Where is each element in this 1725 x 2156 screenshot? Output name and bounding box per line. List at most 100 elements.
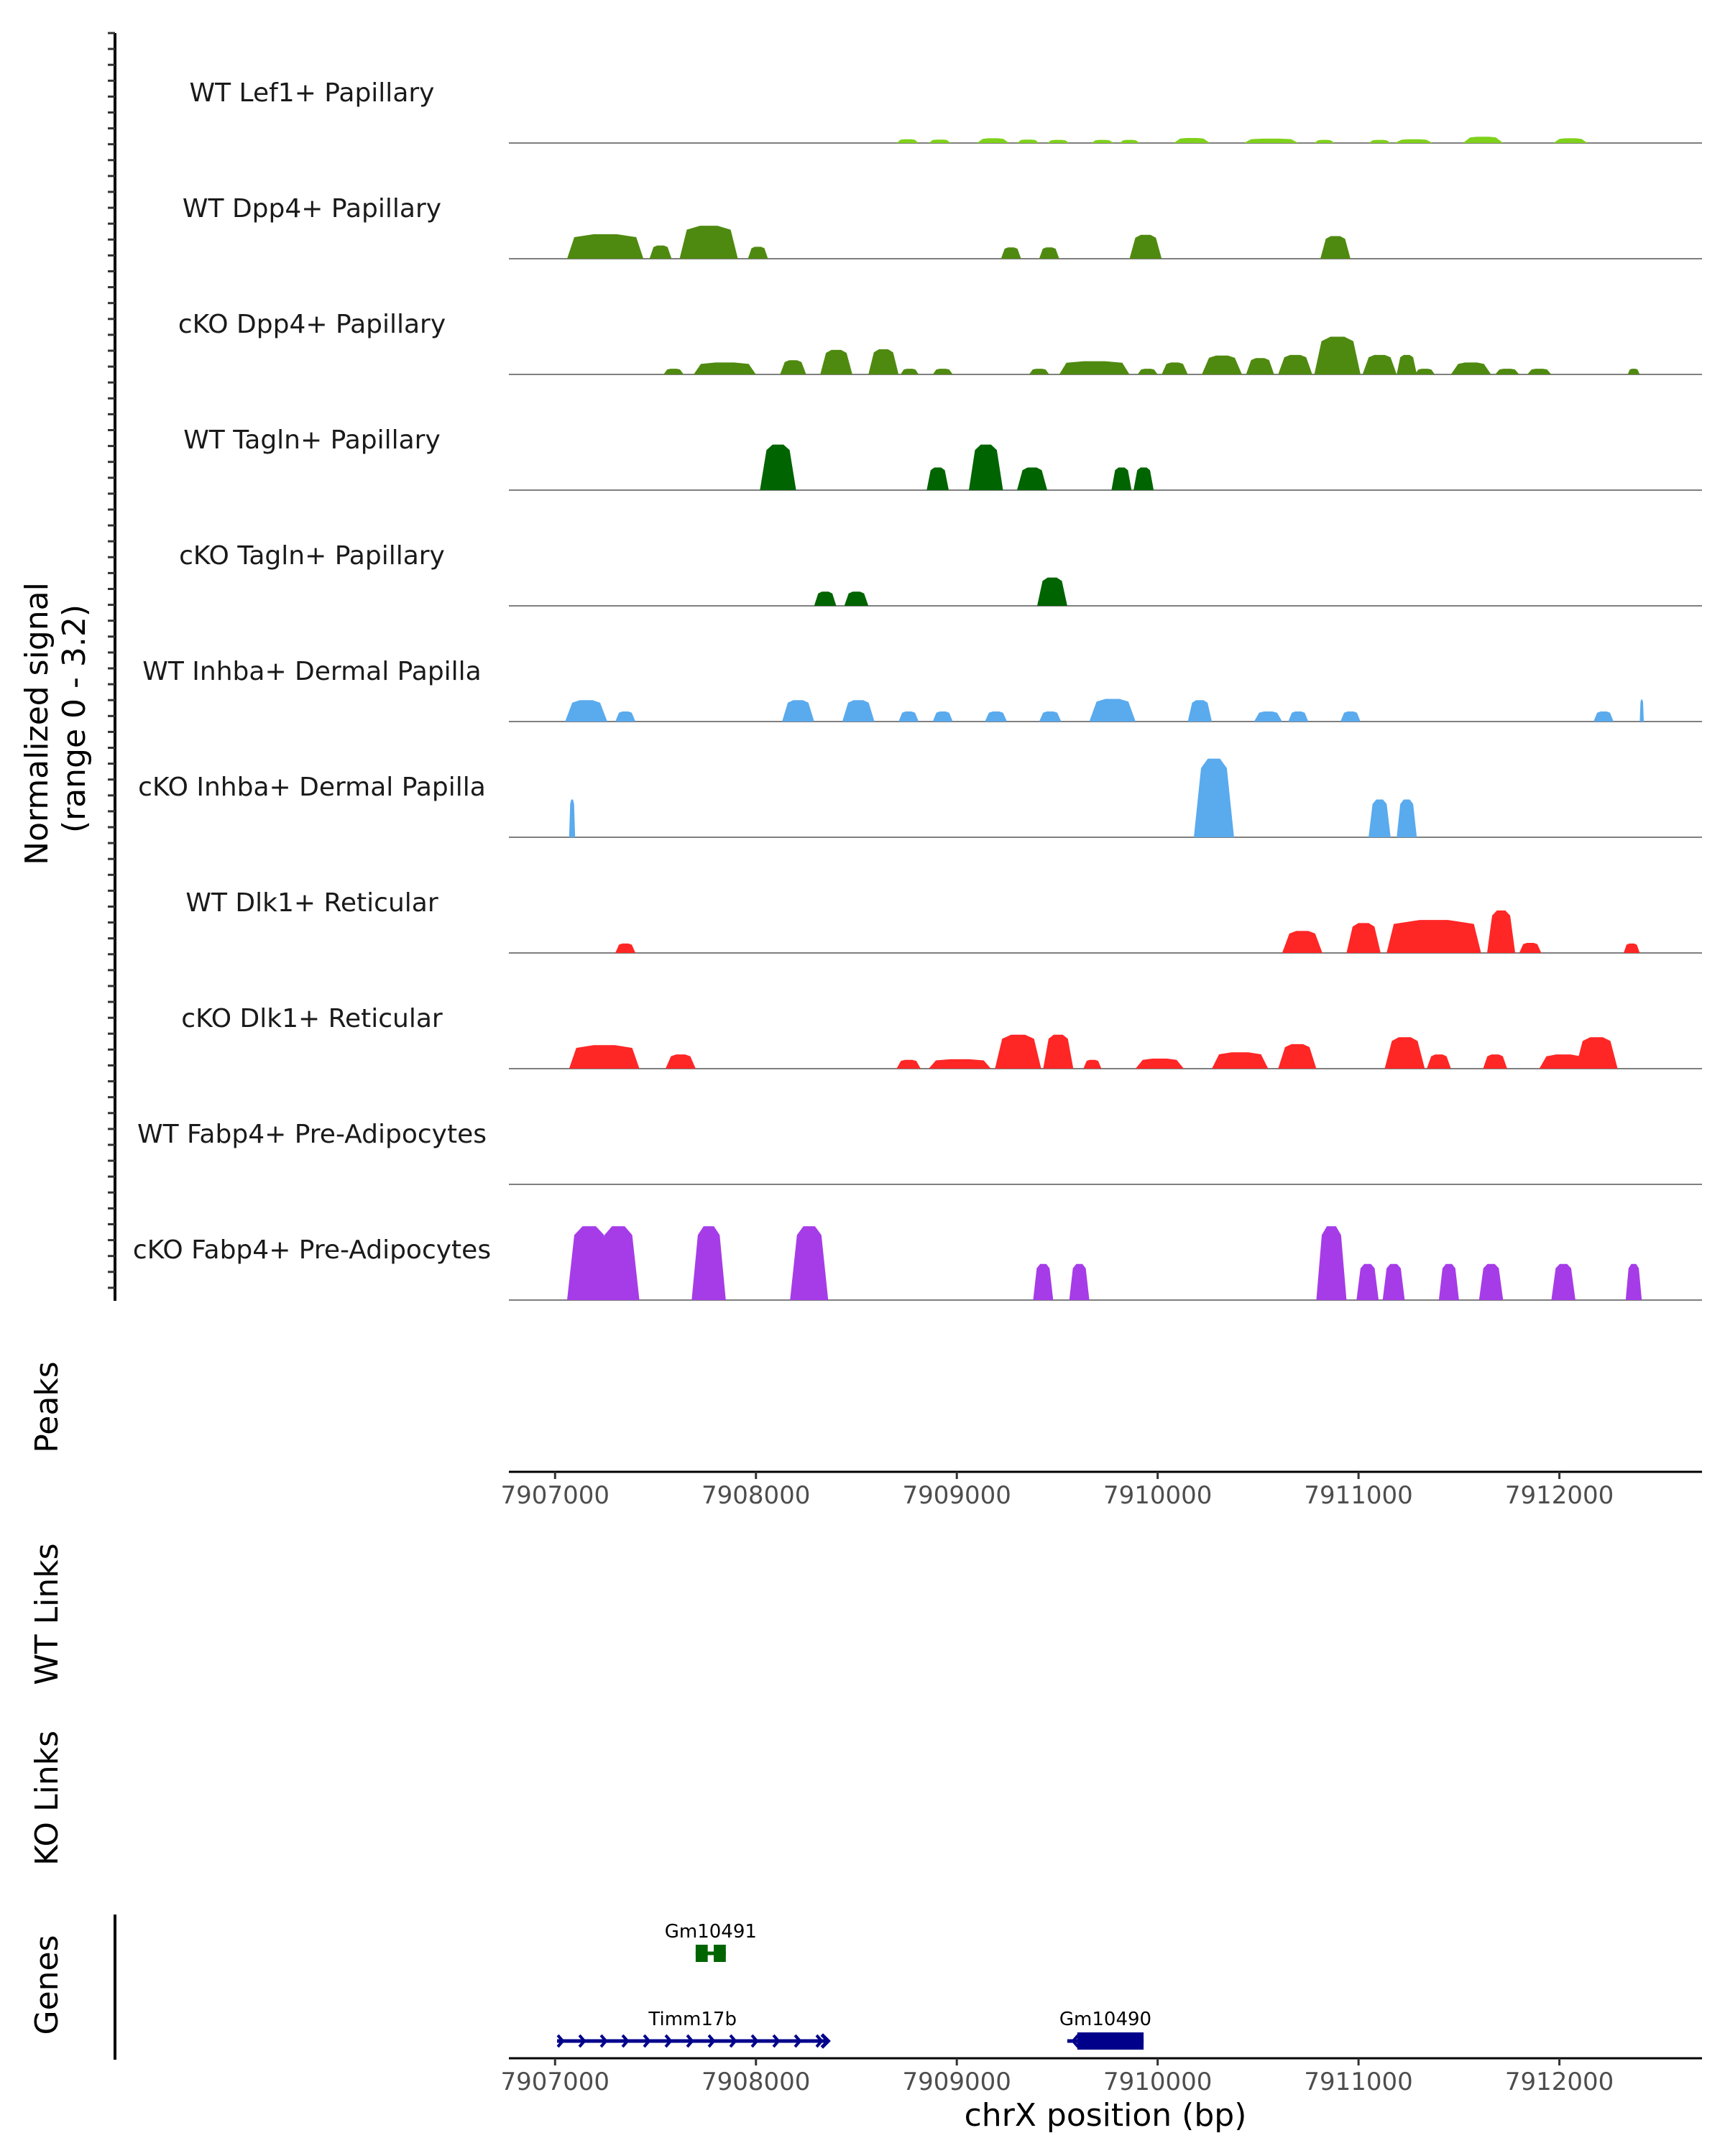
strand-arrow [578, 2034, 586, 2048]
strand-arrow [750, 2034, 759, 2048]
coverage-peak [1133, 467, 1154, 490]
coverage-peak [1129, 234, 1162, 259]
coverage-peak [1047, 139, 1070, 143]
coverage-peak [1059, 361, 1130, 374]
coverage-peak [1320, 236, 1351, 259]
coverage-peak [1278, 1044, 1317, 1069]
coverage-peak [932, 711, 953, 722]
coverage-peak [1463, 137, 1504, 143]
coverage-peak [1187, 700, 1213, 722]
coverage-peak [898, 711, 919, 722]
coverage-peak [663, 369, 684, 374]
coverage-peak [597, 1226, 640, 1300]
coverage-peak [1382, 1263, 1405, 1300]
coverage-peak [1527, 369, 1552, 374]
coverage-peak [1346, 923, 1381, 953]
coverage-peak [842, 700, 875, 722]
coverage-peak [1069, 1263, 1090, 1300]
coverage-peak [1039, 711, 1062, 722]
x-tick-label: 7907000 [501, 2068, 610, 2096]
coverage-peak [1438, 1263, 1459, 1300]
strand-arrow [707, 2034, 716, 2048]
coverage-peak [1135, 1059, 1184, 1069]
coverage-peak [1212, 1052, 1269, 1069]
coverage-peak [1288, 711, 1309, 722]
gene: Timm17b [556, 2009, 831, 2049]
coverage-peak [1039, 247, 1059, 259]
coverage-peak [929, 1059, 991, 1069]
gene: Gm10491 [665, 1921, 757, 1962]
track-label: cKO Dlk1+ Reticular [181, 1004, 443, 1033]
track-label: WT Inhba+ Dermal Papilla [142, 657, 481, 686]
coverage-peak [760, 444, 796, 490]
coverage-peak [1593, 711, 1614, 722]
strand-arrow [556, 2034, 565, 2048]
track: WT Fabp4+ Pre-Adipocytes [137, 1120, 1702, 1185]
coverage-peak [1414, 369, 1435, 374]
coverage-peak [1254, 711, 1282, 722]
coverage-peak [820, 349, 852, 374]
track: cKO Dpp4+ Papillary [178, 310, 1702, 375]
coverage-peak [1575, 1037, 1618, 1069]
peaks-title: Peaks [29, 1361, 65, 1452]
coverage-peak [1495, 369, 1519, 374]
x-ticks-top: 7907000 7908000 7909000 7910000 7911000 79120… [501, 1472, 1614, 1510]
coverage-peak [1450, 362, 1491, 374]
coverage-peak [1487, 910, 1516, 953]
coverage-peak [932, 369, 953, 374]
coverage-peak [1246, 358, 1274, 374]
genes-title: Genes [29, 1935, 65, 2035]
track: cKO Fabp4+ Pre-Adipocytes [133, 1226, 1702, 1301]
coverage-peak [615, 711, 636, 722]
strand-arrow [599, 2034, 608, 2048]
coverage-peak [565, 700, 607, 722]
x-tick-label: 7912000 [1505, 2068, 1614, 2096]
coverage-peak [926, 467, 949, 490]
coverage-peak [1111, 467, 1132, 490]
coverage-peak [1278, 354, 1312, 374]
coverage-peak [1037, 577, 1067, 606]
coverage-axis-title: Normalized signal (range 0 - 3.2) [19, 572, 93, 865]
coverage-peak [666, 1054, 696, 1069]
coverage-peak [1624, 943, 1640, 953]
coverage-peak [1551, 1263, 1576, 1300]
track-label: WT Tagln+ Papillary [183, 425, 441, 455]
coverage-peak [1368, 139, 1391, 143]
coverage-peak [1625, 1263, 1642, 1300]
coverage-peak [1397, 799, 1417, 837]
coverage-axis-title-line1: Normalized signal [19, 582, 55, 865]
x-tick-label: 7911000 [1304, 1481, 1412, 1510]
coverage-peak [1539, 1054, 1588, 1069]
coverage-peak [790, 1226, 829, 1300]
coverage-peak [1519, 943, 1542, 953]
coverage-peak [679, 226, 738, 259]
coverage-peak [748, 247, 768, 259]
gene: Gm10490 [1059, 2009, 1151, 2050]
coverage-peak [1394, 139, 1433, 143]
strand-arrow [686, 2034, 694, 2048]
strand-arrow [643, 2034, 651, 2048]
coverage-peak [1386, 920, 1481, 953]
coverage-peak [929, 139, 951, 143]
coverage-peak [1340, 711, 1361, 722]
x-tick-label: 7908000 [702, 1481, 810, 1510]
coverage-peak [814, 591, 837, 606]
x-tick-label: 7909000 [902, 1481, 1011, 1510]
strand-arrow [772, 2034, 781, 2048]
track: WT Tagln+ Papillary [183, 425, 1702, 491]
coverage-peak [1397, 354, 1417, 374]
gene-exon [695, 1945, 708, 1962]
x-tick-label: 7910000 [1103, 2068, 1212, 2096]
coverage-peak [1356, 1263, 1379, 1300]
coverage-peak [868, 349, 899, 374]
track-label: WT Dpp4+ Papillary [183, 194, 441, 224]
coverage-peak [1029, 369, 1049, 374]
gene-exon [714, 1945, 726, 1962]
track: WT Inhba+ Dermal Papilla [142, 657, 1702, 722]
track: WT Dpp4+ Papillary [183, 194, 1702, 259]
x-tick-label: 7912000 [1505, 1481, 1614, 1510]
coverage-axis-title-line2: (range 0 - 3.2) [56, 604, 93, 833]
x-ticks-bottom: 7907000 7908000 7909000 7910000 7911000 79120… [501, 2058, 1614, 2096]
coverage-peak [1091, 139, 1114, 143]
